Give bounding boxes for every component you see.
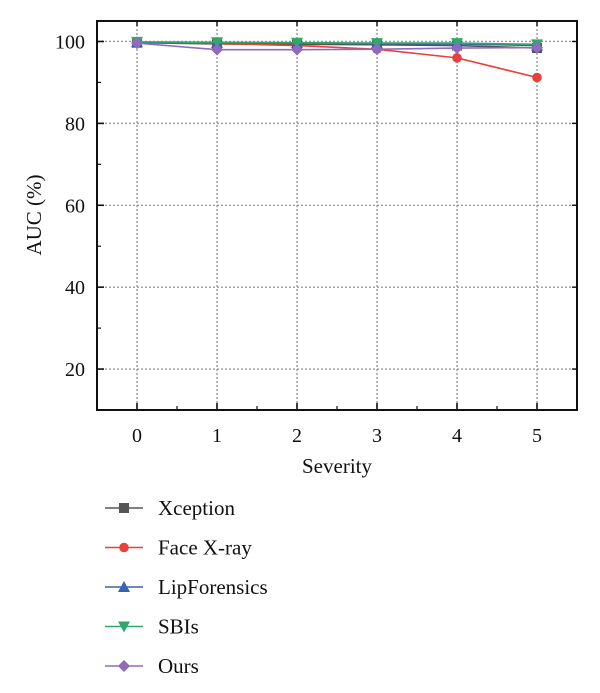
series-xception xyxy=(132,37,542,54)
series-ours xyxy=(131,37,543,56)
y-axis-title: AUC (%) xyxy=(22,174,46,255)
legend-item: SBIs xyxy=(105,615,199,639)
legend-label: Face X-ray xyxy=(158,536,252,560)
x-tick-label: 2 xyxy=(292,425,302,447)
series-layer xyxy=(131,36,543,83)
legend-marker xyxy=(118,621,130,633)
plot-frame xyxy=(96,20,578,411)
data-point xyxy=(371,43,383,56)
series-line xyxy=(136,41,538,46)
x-tick-label: 0 xyxy=(132,425,142,447)
axis-ticks xyxy=(97,21,577,410)
legend-item: LipForensics xyxy=(105,575,268,599)
legend-item: Face X-ray xyxy=(105,536,252,560)
data-point xyxy=(291,37,303,49)
x-axis-title: Severity xyxy=(302,454,372,478)
data-point xyxy=(531,41,543,54)
legend-label: Ours xyxy=(158,654,199,678)
data-point xyxy=(211,37,223,49)
data-point xyxy=(291,43,303,56)
legend-item: Xception xyxy=(105,496,235,520)
legend-marker xyxy=(118,660,130,672)
y-tick-label: 20 xyxy=(65,359,85,381)
data-point xyxy=(532,72,542,83)
x-tick-label: 4 xyxy=(452,425,462,447)
data-point xyxy=(131,37,143,50)
legend: Xception Face X-ray LipForensics SBIs Ours xyxy=(105,496,268,678)
legend-label: SBIs xyxy=(158,615,199,639)
legend-marker xyxy=(118,581,130,592)
y-tick-label: 80 xyxy=(65,113,85,135)
legend-label: Xception xyxy=(158,496,235,520)
legend-item: Ours xyxy=(105,654,199,678)
legend-label: LipForensics xyxy=(158,575,268,599)
data-point xyxy=(451,42,463,55)
legend-marker xyxy=(119,542,129,553)
legend-marker xyxy=(119,503,129,513)
x-tick-label: 5 xyxy=(532,425,542,447)
data-point xyxy=(211,43,223,56)
y-tick-label: 40 xyxy=(65,277,85,299)
x-tick-label: 3 xyxy=(372,425,382,447)
y-tick-label: 60 xyxy=(65,195,85,217)
series-line xyxy=(136,42,538,51)
tick-labels: 0 1 2 3 4 5 20 40 60 80 100 xyxy=(55,31,542,447)
y-tick-label: 100 xyxy=(55,31,85,53)
x-tick-label: 1 xyxy=(212,425,222,447)
data-point xyxy=(452,53,462,63)
grid xyxy=(97,21,577,410)
